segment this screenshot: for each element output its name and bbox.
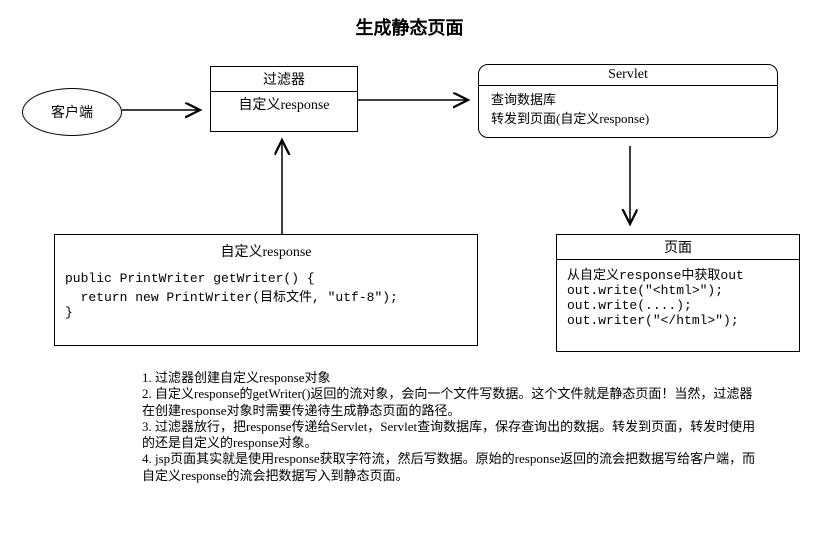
diagram-title: 生成静态页面 (0, 14, 819, 40)
node-filter: 过滤器 自定义response (210, 66, 358, 132)
node-filter-body: 自定义response (211, 92, 357, 116)
node-page-body: 从自定义response中获取out out.write("<html>"); … (557, 260, 799, 332)
node-servlet-line1: 查询数据库 (491, 89, 765, 108)
notes-block: 1. 过滤器创建自定义response对象 2. 自定义response的get… (142, 370, 756, 484)
node-servlet-title: Servlet (479, 65, 777, 85)
node-servlet-line2: 转发到页面(自定义response) (491, 108, 765, 127)
node-custom-title: 自定义response (55, 235, 477, 267)
node-servlet: Servlet 查询数据库 转发到页面(自定义response) (478, 64, 778, 138)
node-custom-response: 自定义response public PrintWriter getWriter… (54, 234, 478, 346)
node-custom-code: public PrintWriter getWriter() { return … (55, 267, 477, 324)
node-client: 客户端 (22, 88, 122, 136)
node-filter-title: 过滤器 (211, 67, 357, 91)
node-client-label: 客户端 (51, 102, 93, 122)
node-page-title: 页面 (557, 235, 799, 259)
node-page: 页面 从自定义response中获取out out.write("<html>"… (556, 234, 800, 352)
